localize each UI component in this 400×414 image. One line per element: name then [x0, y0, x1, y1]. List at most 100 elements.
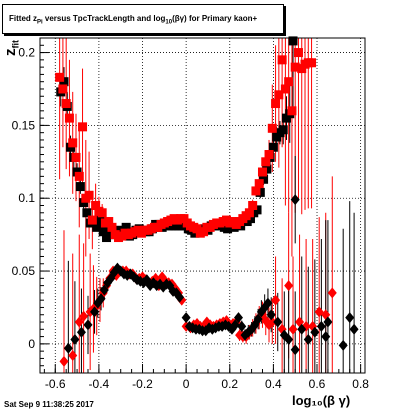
data-point-diamond	[175, 291, 185, 303]
data-point-diamond	[297, 323, 307, 335]
data-point-square	[284, 77, 294, 87]
data-point-square	[75, 182, 85, 192]
data-point-diamond	[230, 319, 240, 331]
data-point-diamond	[263, 297, 273, 309]
data-point-square	[68, 138, 78, 148]
data-point-square	[261, 157, 271, 167]
data-point-square	[82, 208, 92, 218]
data-point-square	[97, 208, 107, 218]
data-point-square	[55, 72, 65, 82]
data-point-square	[264, 150, 274, 160]
data-point-diamond	[59, 355, 69, 367]
data-point-diamond	[316, 320, 326, 332]
data-point-diamond	[79, 310, 89, 322]
x-tick-label: -0.6	[45, 377, 66, 391]
timestamp: Sat Sep 9 11:38:25 2017	[4, 400, 94, 409]
data-point-square	[64, 113, 74, 123]
data-point-diamond	[253, 313, 263, 325]
data-point-square	[280, 84, 290, 94]
data-point-square	[248, 201, 258, 210]
data-point-square	[84, 190, 94, 200]
data-point-square	[271, 99, 281, 109]
data-points	[55, 36, 359, 367]
data-point-diamond	[233, 312, 243, 324]
data-point-diamond	[83, 319, 93, 331]
data-point-diamond	[68, 350, 78, 362]
data-point-diamond	[288, 323, 298, 335]
data-point-diamond	[271, 294, 281, 306]
x-tick-label: -0.4	[89, 377, 110, 391]
y-axis-label: zfit	[2, 40, 21, 56]
data-point-diamond	[96, 293, 106, 305]
x-tick-label: 0	[183, 377, 190, 391]
title-sub-1: Pi	[37, 19, 43, 26]
data-point-diamond	[284, 334, 294, 345]
data-point-square	[257, 167, 267, 177]
data-point-square	[92, 222, 102, 232]
data-point-diamond	[321, 331, 331, 343]
data-point-square	[267, 123, 277, 133]
data-point-diamond	[290, 344, 300, 356]
data-point-diamond	[181, 312, 191, 324]
data-point-square	[98, 227, 108, 237]
chart-title: Fitted zPi versus TpcTrackLength and log…	[9, 14, 257, 26]
data-point-diamond	[327, 287, 337, 299]
data-point-diamond	[237, 320, 247, 332]
y-tick-label: 0	[28, 337, 35, 351]
data-point-square	[58, 84, 68, 94]
data-point-square	[254, 179, 264, 189]
x-tick-label: -0.2	[132, 377, 153, 391]
title-part-mid: versus TpcTrackLength and log	[42, 14, 166, 23]
y-tick-label: 0.15	[12, 118, 36, 132]
data-point-square	[274, 90, 284, 100]
data-point-square	[287, 106, 297, 116]
data-point-square	[121, 222, 131, 232]
data-point-square	[278, 125, 288, 135]
data-point-square	[61, 99, 71, 109]
title-sub-2: 10	[165, 19, 173, 26]
y-axis-label-main: z	[2, 48, 19, 57]
data-point-square	[95, 215, 105, 225]
data-point-square	[104, 217, 114, 227]
data-point-square	[251, 186, 261, 196]
data-point-square	[277, 55, 287, 65]
x-tick-label: 0.4	[265, 377, 282, 391]
y-tick-label: 0.2	[18, 46, 35, 60]
axis-ticks: -0.6 -0.4 -0.2 0 0.2 0.4 0.6 0.8 0 0.05 0.1 0.15 0.2	[12, 44, 369, 391]
data-point-diamond	[76, 326, 86, 338]
data-point-diamond	[70, 334, 80, 345]
data-point-diamond	[303, 334, 313, 345]
data-point-diamond	[323, 316, 333, 328]
data-point-diamond	[273, 316, 283, 328]
data-point-square	[290, 62, 300, 72]
data-point-diamond	[310, 326, 320, 338]
data-point-square	[87, 215, 97, 225]
data-point-diamond	[267, 316, 277, 328]
data-point-square	[78, 122, 88, 132]
data-point-diamond	[338, 339, 348, 351]
y-tick-label: 0.05	[12, 264, 36, 278]
data-point-square	[268, 142, 278, 152]
x-axis-label: log₁₀(β γ)	[292, 393, 351, 408]
data-point-diamond	[90, 306, 100, 318]
grid-lines	[40, 38, 365, 373]
data-point-diamond	[266, 309, 276, 321]
title-box: Fitted zPi versus TpcTrackLength and log…	[2, 4, 284, 34]
data-point-square	[244, 208, 254, 218]
data-point-square	[293, 48, 303, 58]
data-point-diamond	[349, 323, 359, 335]
data-point-square	[71, 152, 81, 162]
data-point-square	[307, 58, 317, 68]
y-tick-label: 0.1	[18, 191, 35, 205]
x-tick-label: 0.8	[352, 377, 369, 391]
x-tick-label: 0.6	[309, 377, 326, 391]
data-point-diamond	[99, 284, 109, 296]
x-tick-label: 0.2	[221, 377, 238, 391]
data-point-diamond	[63, 342, 73, 354]
title-part-pre: Fitted z	[9, 14, 37, 23]
data-point-square	[288, 36, 298, 46]
data-point-diamond	[284, 280, 294, 292]
data-point-square	[91, 201, 101, 210]
data-point-diamond	[345, 312, 355, 324]
